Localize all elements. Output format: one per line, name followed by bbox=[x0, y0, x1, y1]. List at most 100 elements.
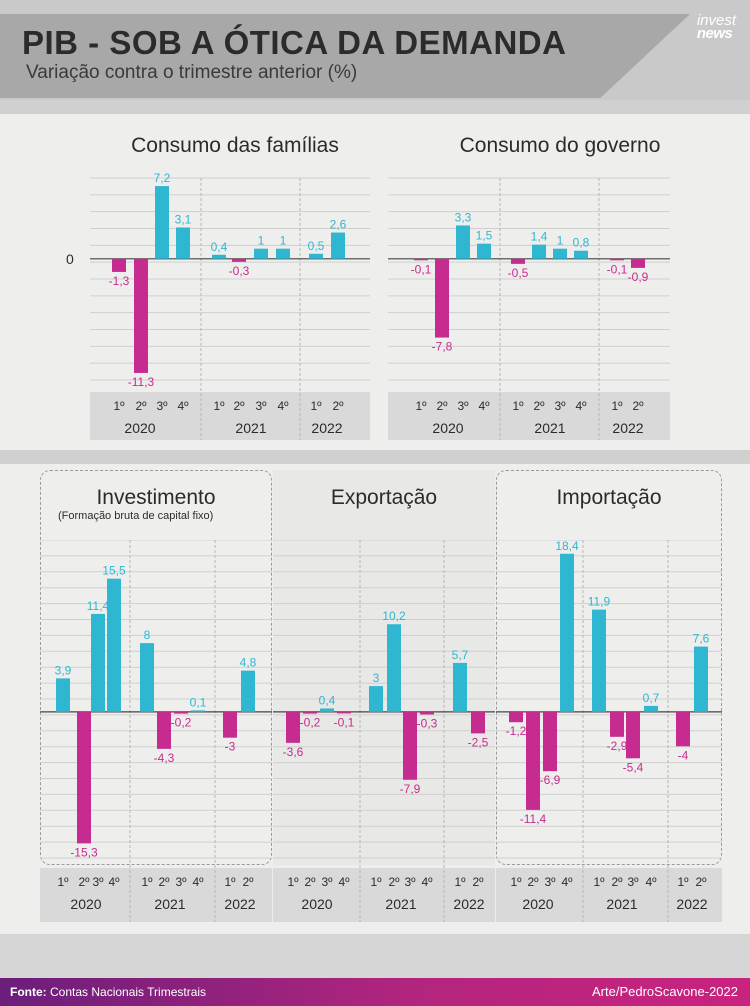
chart-importacao: -1,2-11,4-6,918,411,9-2,9-5,40,7-47,61º 2… bbox=[496, 540, 722, 922]
data-label: -0,1 bbox=[607, 262, 628, 276]
tick-label: 2º bbox=[695, 875, 707, 889]
bar bbox=[223, 711, 237, 738]
chart-exportacao: -3,6 -0,2 0,4 -0,1 3 10,2 -7,9 -0,3 5,7 -2,5 1º 2º 3… bbox=[273, 540, 495, 922]
data-label: -3 bbox=[225, 740, 236, 754]
data-label: 15,5 bbox=[102, 564, 126, 578]
bar bbox=[610, 711, 624, 737]
tick-label: 2º bbox=[388, 875, 400, 889]
year-label: 2020 bbox=[124, 420, 155, 436]
tick-label: 4º bbox=[421, 875, 433, 889]
tick-label: 1º bbox=[611, 399, 623, 413]
year-label: 2021 bbox=[154, 896, 185, 912]
bar bbox=[626, 711, 640, 759]
year-label: 2022 bbox=[224, 896, 255, 912]
bar bbox=[676, 711, 690, 747]
data-label: 18,4 bbox=[555, 540, 579, 553]
tick-label: 1º bbox=[310, 399, 322, 413]
tick-label: 2º bbox=[527, 875, 539, 889]
data-label: 4,8 bbox=[240, 656, 257, 670]
tick-label: 3º bbox=[175, 875, 187, 889]
data-label: -15,3 bbox=[70, 845, 98, 859]
data-label: 8 bbox=[144, 628, 151, 642]
data-label: 3,3 bbox=[455, 210, 472, 224]
bar bbox=[477, 243, 491, 259]
tick-label: 3º bbox=[544, 875, 556, 889]
data-label: 0,5 bbox=[308, 239, 325, 253]
bar bbox=[286, 711, 300, 743]
bar bbox=[157, 711, 171, 749]
tick-label: 2º bbox=[533, 399, 545, 413]
year-label: 2021 bbox=[534, 420, 565, 436]
year-label: 2021 bbox=[235, 420, 266, 436]
bar bbox=[509, 711, 523, 723]
bar bbox=[140, 643, 154, 712]
bar bbox=[176, 227, 190, 259]
data-label: -1,2 bbox=[506, 724, 527, 738]
section-separator bbox=[0, 934, 750, 978]
bar bbox=[387, 624, 401, 712]
bar bbox=[174, 711, 188, 714]
data-label: -4,3 bbox=[154, 751, 175, 765]
bar bbox=[644, 705, 658, 712]
bar bbox=[107, 578, 121, 712]
bar bbox=[91, 613, 105, 712]
chart-subtitle-investimento: (Formação bruta de capital fixo) bbox=[58, 510, 214, 522]
bar bbox=[471, 711, 485, 734]
bar bbox=[631, 258, 645, 268]
tick-label: 3º bbox=[321, 875, 333, 889]
tick-label: 1º bbox=[113, 399, 125, 413]
bar bbox=[526, 711, 540, 810]
bar bbox=[303, 711, 317, 714]
data-label: 3,9 bbox=[55, 663, 72, 677]
data-label: 3,1 bbox=[175, 212, 192, 226]
bar bbox=[560, 553, 574, 712]
data-label: 0,8 bbox=[573, 236, 590, 250]
data-label: -0,3 bbox=[417, 716, 438, 730]
chart-title-exportacao: Exportação bbox=[330, 486, 438, 509]
tick-label: 1º bbox=[370, 875, 382, 889]
section-separator bbox=[0, 450, 750, 464]
tick-label: 1º bbox=[512, 399, 524, 413]
tick-label: 3º bbox=[92, 875, 104, 889]
bar bbox=[553, 248, 567, 259]
bar bbox=[453, 662, 467, 712]
data-label: -7,8 bbox=[432, 340, 453, 354]
year-label: 2022 bbox=[676, 896, 707, 912]
data-label: 5,7 bbox=[452, 648, 469, 662]
chart-title-consumo-governo: Consumo do governo bbox=[459, 134, 661, 157]
data-label: -0,5 bbox=[508, 266, 529, 280]
bar bbox=[403, 711, 417, 780]
bar bbox=[532, 244, 546, 259]
tick-label: 2º bbox=[436, 399, 448, 413]
tick-label: 1º bbox=[677, 875, 689, 889]
chart-consumo-familias: -1,3 -11,3 7,2 3,1 0,4-0,3 1 1 0,5 2,6 1º 2º 3º 4º 20… bbox=[90, 171, 370, 440]
bar bbox=[543, 711, 557, 772]
tick-label: 2º bbox=[304, 875, 316, 889]
tick-label: 4º bbox=[575, 399, 587, 413]
tick-label: 2º bbox=[472, 875, 484, 889]
bar bbox=[694, 646, 708, 712]
bar bbox=[155, 186, 169, 259]
tick-label: 2º bbox=[632, 399, 644, 413]
chart-title-investimento: Investimento bbox=[96, 486, 216, 509]
axis-band bbox=[40, 868, 272, 922]
tick-label: 1º bbox=[57, 875, 69, 889]
data-label: 0,1 bbox=[190, 695, 207, 709]
tick-label: 3º bbox=[404, 875, 416, 889]
bar bbox=[435, 258, 449, 338]
chart-title-importacao: Importação bbox=[556, 486, 662, 509]
year-label: 2020 bbox=[70, 896, 101, 912]
bar bbox=[369, 686, 383, 712]
tick-label: 4º bbox=[108, 875, 120, 889]
tick-label: 4º bbox=[561, 875, 573, 889]
year-label: 2020 bbox=[522, 896, 553, 912]
investnews-logo: invest news bbox=[697, 13, 736, 41]
page-subtitle: Variação contra o trimestre anterior (%) bbox=[26, 62, 358, 83]
tick-label: 1º bbox=[510, 875, 522, 889]
data-label: 11,4 bbox=[87, 599, 110, 613]
bar bbox=[134, 258, 148, 373]
data-label: 0,4 bbox=[319, 693, 336, 707]
bar bbox=[420, 711, 434, 715]
year-label: 2020 bbox=[301, 896, 332, 912]
bar bbox=[456, 225, 470, 259]
